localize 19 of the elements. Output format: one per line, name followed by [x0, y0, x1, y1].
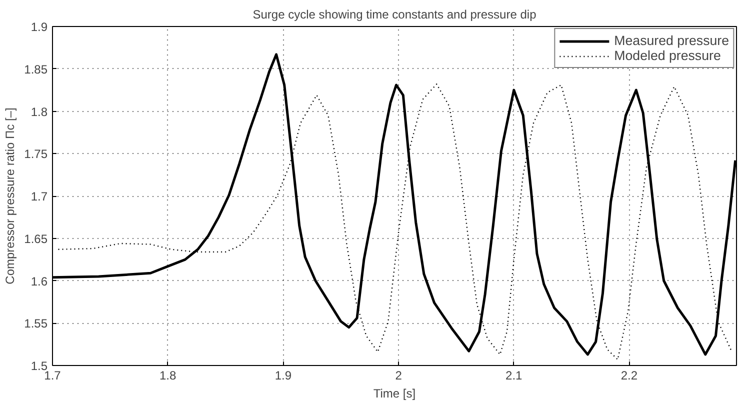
x-tick-label: 2.1: [506, 368, 523, 382]
y-axis-title: Compressor pressure ratio Πc [–]: [3, 108, 18, 284]
x-axis-title: Time [s]: [373, 386, 416, 400]
legend-label: Measured pressure: [614, 33, 729, 48]
x-tick-label: 1.9: [274, 368, 292, 382]
x-tick-label: 1.8: [160, 368, 177, 382]
y-tick-label: 1.75: [24, 147, 48, 162]
y-tick-label: 1.8: [30, 104, 48, 119]
y-tick-label: 1.7: [30, 190, 48, 204]
chart-title: Surge cycle showing time constants and pressure dip: [252, 8, 537, 22]
y-tick-label: 1.6: [30, 274, 48, 288]
x-tick-label: 2: [395, 368, 402, 382]
y-tick-label: 1.55: [24, 316, 48, 331]
y-tick-label: 1.9: [30, 20, 48, 34]
legend-label: Modeled pressure: [614, 48, 721, 63]
y-tick-label: 1.85: [24, 62, 48, 76]
y-tick-label: 1.65: [24, 232, 48, 246]
x-tick-label: 1.7: [44, 368, 62, 382]
x-tick-label: 2.2: [620, 368, 638, 382]
